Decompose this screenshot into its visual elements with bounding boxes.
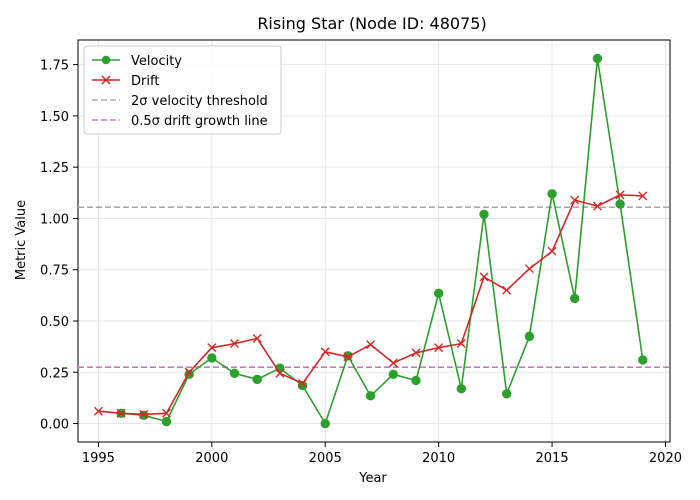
x-marker-stroke [139, 409, 149, 419]
data-point-drift [230, 339, 240, 349]
data-point-drift [298, 379, 308, 389]
y-tick-label: 1.50 [40, 110, 69, 125]
data-point-drift [320, 347, 330, 357]
data-point-drift [592, 201, 602, 211]
y-tick-label: 0.25 [40, 366, 69, 381]
x-tick-label: 2000 [195, 451, 228, 466]
data-point-drift [116, 408, 126, 418]
x-marker-stroke [388, 358, 398, 368]
x-marker-stroke [230, 339, 240, 349]
data-point-drift [638, 191, 648, 201]
x-marker-stroke [434, 343, 444, 353]
x-marker-stroke [570, 195, 580, 205]
y-tick-label: 0.00 [40, 418, 69, 433]
x-marker-stroke [184, 367, 194, 377]
data-point-velocity [297, 380, 308, 391]
data-point-drift [252, 333, 262, 343]
y-tick-label: 0.75 [40, 264, 69, 279]
data-point-velocity [592, 53, 603, 64]
data-point-drift [615, 190, 625, 200]
data-point-velocity [638, 355, 648, 365]
data-point-drift [366, 340, 376, 350]
x-axis-label: Year [358, 471, 387, 486]
x-tick-label: 1995 [82, 451, 115, 466]
data-point-velocity [411, 375, 421, 386]
data-point-drift [547, 246, 557, 256]
x-marker-stroke [320, 347, 330, 357]
data-point-drift [411, 348, 421, 358]
x-marker-stroke [456, 339, 466, 349]
data-point-velocity [570, 293, 580, 304]
data-point-velocity [547, 189, 557, 199]
x-marker-stroke [161, 408, 171, 418]
x-tick-label: 2020 [649, 451, 682, 466]
data-point-velocity [229, 368, 240, 378]
legend-label: Velocity [131, 54, 182, 69]
data-point-drift [479, 272, 489, 282]
x-marker-stroke [547, 246, 557, 256]
data-point-velocity [433, 288, 444, 299]
x-marker-stroke [638, 191, 648, 201]
data-point-drift [502, 285, 512, 295]
data-point-velocity [161, 416, 172, 427]
data-point-velocity [139, 410, 149, 421]
x-marker-stroke [411, 348, 421, 358]
x-marker-stroke [93, 406, 103, 416]
legend-marker-circle [101, 55, 111, 65]
chart-title: Rising Star (Node ID: 48075) [257, 14, 486, 33]
data-point-drift [93, 406, 103, 416]
y-tick-label: 1.75 [40, 59, 69, 74]
data-point-drift [161, 408, 171, 418]
data-point-drift [570, 195, 580, 205]
y-tick-label: 0.50 [40, 315, 69, 330]
x-marker-stroke [479, 272, 489, 282]
axes-frame [77, 39, 671, 443]
data-point-velocity [388, 369, 398, 380]
legend-label: Drift [131, 74, 159, 89]
data-point-drift [207, 343, 217, 353]
y-tick-label: 1.00 [40, 212, 69, 227]
data-point-drift [275, 368, 285, 378]
x-tick-label: 2010 [422, 451, 455, 466]
data-point-velocity [479, 209, 489, 220]
data-point-velocity [320, 418, 330, 429]
data-point-velocity [501, 389, 512, 399]
x-tick-label: 2005 [309, 451, 342, 466]
data-point-drift [434, 343, 444, 353]
data-point-drift [139, 409, 149, 419]
x-marker-stroke [343, 352, 353, 362]
legend-label: 2σ velocity threshold [131, 94, 268, 109]
legend: Velocity Drift 2σ velocity threshold 0.5σ d… [83, 45, 282, 135]
plot-area: 1995 2000 2005 2010 2015 2020 0.00 0.25 0.50 0.75… [40, 39, 682, 466]
data-point-drift [184, 367, 194, 377]
data-point-drift [456, 339, 466, 349]
x-marker-stroke [207, 343, 217, 353]
data-point-velocity [615, 199, 625, 209]
x-marker-stroke [592, 201, 602, 211]
x-marker-stroke [615, 190, 625, 200]
legend-marker-x [101, 75, 111, 85]
data-point-drift [343, 352, 353, 362]
data-point-velocity [524, 331, 535, 342]
data-point-velocity [365, 391, 376, 401]
y-axis-label: Metric Value [14, 200, 29, 280]
x-marker-stroke [502, 285, 512, 295]
data-point-drift [524, 264, 534, 274]
x-marker-stroke [524, 264, 534, 274]
legend-label: 0.5σ drift growth line [131, 114, 268, 129]
data-point-drift [388, 358, 398, 368]
x-marker-stroke [298, 379, 308, 389]
legend-box [83, 45, 282, 135]
data-point-velocity [207, 353, 217, 363]
x-marker-stroke [366, 340, 376, 350]
x-marker-stroke [275, 368, 285, 378]
x-marker-stroke [116, 408, 126, 418]
x-marker-stroke [252, 333, 262, 343]
y-tick-label: 1.25 [40, 161, 69, 176]
x-tick-label: 2015 [536, 451, 569, 466]
data-point-velocity [252, 374, 262, 385]
data-point-velocity [456, 383, 467, 394]
